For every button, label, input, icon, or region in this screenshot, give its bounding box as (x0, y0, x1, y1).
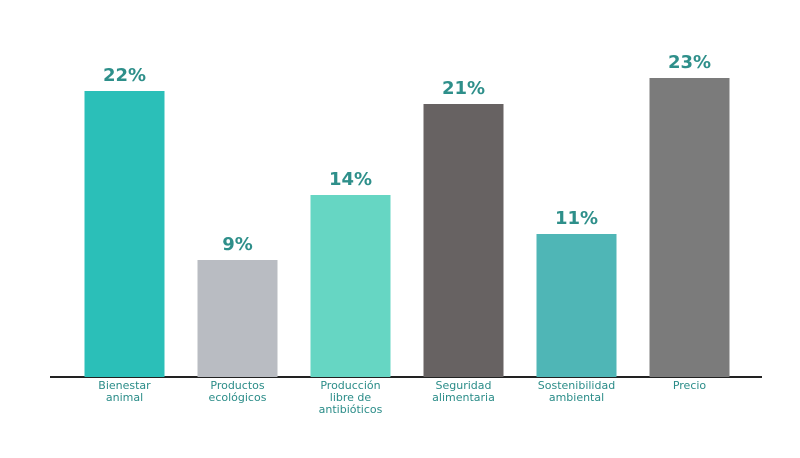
category-label: Seguridad alimentaria (432, 379, 495, 404)
value-label: 9% (222, 234, 253, 255)
category-label: Productos ecológicos (208, 379, 267, 404)
value-label: 11% (554, 208, 599, 229)
category-label: Producción libre de antibióticos (318, 379, 383, 416)
category-label: Precio (672, 379, 707, 392)
bar (536, 234, 617, 377)
category-label: Bienestar animal (98, 379, 151, 404)
value-label: 14% (328, 169, 373, 190)
bar (423, 104, 504, 377)
bar (84, 91, 165, 377)
bar (310, 195, 391, 377)
value-label: 23% (667, 52, 712, 73)
value-label: 21% (441, 78, 486, 99)
bar (649, 78, 730, 377)
bar (197, 260, 278, 377)
category-label: Sostenibilidad ambiental (537, 379, 616, 404)
value-label: 22% (102, 65, 147, 86)
